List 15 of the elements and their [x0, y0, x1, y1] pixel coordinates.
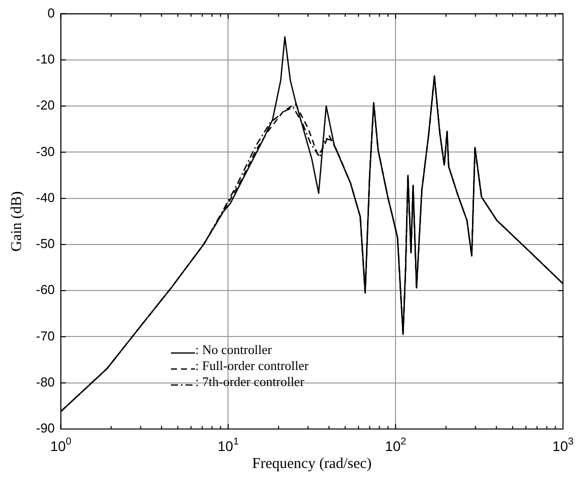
y-tick-label: -10: [36, 52, 55, 67]
legend-label: : 7th-order controller: [195, 374, 304, 390]
legend-label: : No controller: [195, 342, 272, 358]
y-tick-label: -80: [36, 374, 55, 390]
legend-label: : Full-order controller: [195, 358, 309, 374]
x-axis-title: Frequency (rad/sec): [252, 456, 372, 472]
y-tick-label: -20: [36, 98, 55, 113]
y-tick-label: -60: [36, 282, 55, 298]
y-tick-label: 0: [48, 5, 55, 20]
y-axis-title: Gain (dB): [8, 191, 25, 252]
y-tick-label: -30: [36, 144, 55, 159]
y-tick-label: -40: [36, 190, 55, 205]
y-tick-label: -70: [36, 328, 55, 344]
y-tick-label: -50: [36, 236, 55, 252]
y-tick-label: -90: [36, 420, 55, 436]
